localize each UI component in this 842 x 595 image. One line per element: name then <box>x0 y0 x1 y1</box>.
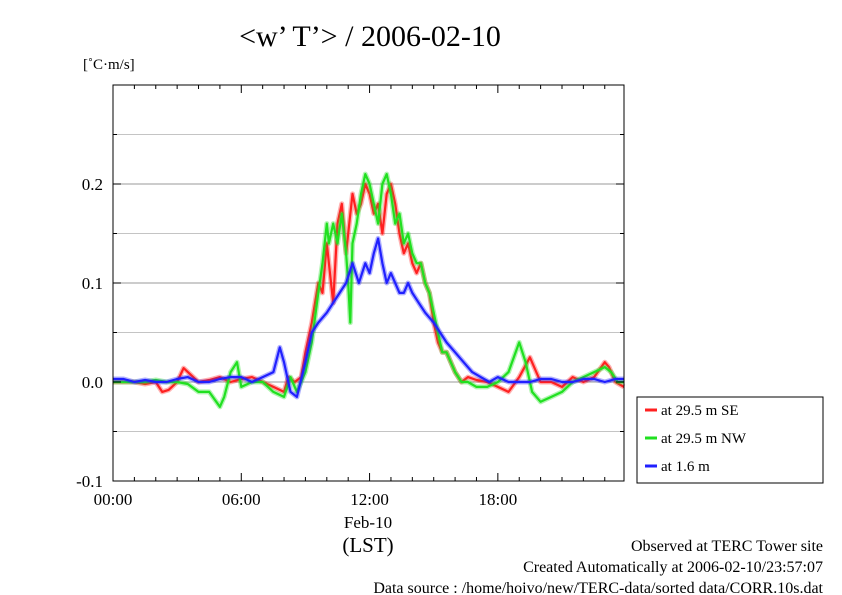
y-tick-label: 0.2 <box>82 175 103 194</box>
x-tick-label: 06:00 <box>222 490 261 509</box>
footer-created: Created Automatically at 2006-02-10/23:5… <box>523 559 823 576</box>
axis-ticks <box>112 85 624 482</box>
x-tick-label: 00:00 <box>94 490 133 509</box>
footer-site: Observed at TERC Tower site <box>631 538 823 555</box>
footer-source: Data source : /home/hoivo/new/TERC-data/… <box>373 580 823 595</box>
x-axis-label: (LST) <box>342 533 393 557</box>
y-tick-label: -0.1 <box>76 472 103 491</box>
series-halo <box>113 181 626 395</box>
x-axis-date-label: Feb-10 <box>344 513 392 532</box>
series-line <box>113 182 625 393</box>
legend-label: at 29.5 m SE <box>661 403 739 419</box>
legend: at 29.5 m SE at 29.5 m NW at 1.6 m <box>636 396 824 484</box>
chart-title: <w’ T’> / 2006-02-10 <box>239 20 501 53</box>
y-tick-label: 0.0 <box>82 373 103 392</box>
x-tick-label: 18:00 <box>478 490 517 509</box>
tick-labels: -0.1 0.0 0.1 0.2 00:00 06:00 12:00 18:00 <box>76 175 517 509</box>
series-line <box>113 237 624 398</box>
x-tick-label: 12:00 <box>350 490 389 509</box>
y-tick-label: 0.1 <box>82 274 103 293</box>
y-axis-label: [˚C·m/s] <box>83 57 135 73</box>
legend-box <box>636 396 824 484</box>
legend-label: at 29.5 m NW <box>661 431 747 447</box>
series-layer <box>113 171 626 410</box>
series-line <box>113 173 624 408</box>
legend-label: at 1.6 m <box>661 459 710 475</box>
